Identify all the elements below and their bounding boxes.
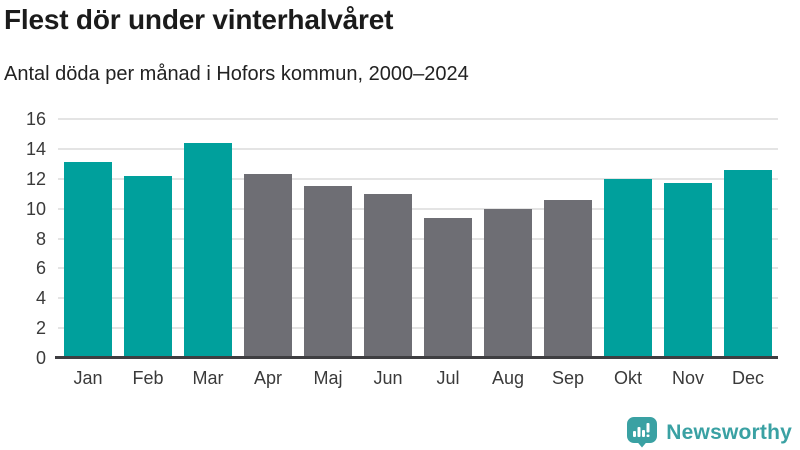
x-tick-label-aug: Aug xyxy=(491,368,525,388)
newsworthy-logo-icon xyxy=(627,417,658,448)
bar-apr xyxy=(244,174,292,358)
bar-feb xyxy=(124,175,172,358)
bar-sep xyxy=(544,199,592,358)
bar-jul xyxy=(424,217,472,358)
bar-mar xyxy=(184,142,232,358)
y-tick-label-14: 14 xyxy=(25,138,46,159)
chart-subtitle: Antal döda per månad i Hofors kommun, 20… xyxy=(4,63,469,85)
y-tick-label-12: 12 xyxy=(25,168,46,189)
gridline-14 xyxy=(58,147,778,150)
y-tick-label-6: 6 xyxy=(35,258,46,279)
brand-text: Newsworthy xyxy=(666,420,792,444)
y-tick-label-10: 10 xyxy=(25,198,46,219)
gridline-6 xyxy=(58,267,778,270)
bar-dec xyxy=(724,169,772,358)
y-tick-label-2: 2 xyxy=(35,318,46,339)
y-tick-label-16: 16 xyxy=(25,109,46,129)
x-tick-label-sep: Sep xyxy=(551,368,585,388)
bar-okt xyxy=(604,178,652,358)
x-tick-label-maj: Maj xyxy=(313,368,343,388)
gridline-16 xyxy=(58,118,778,120)
x-tick-label-jan: Jan xyxy=(73,368,103,388)
x-axis-line xyxy=(55,356,778,359)
y-tick-label-0: 0 xyxy=(35,348,46,368)
bar-nov xyxy=(664,183,712,358)
bar-chart: 0 2 4 6 8 10 12 14 16 xyxy=(0,109,800,368)
x-tick-label-feb: Feb xyxy=(132,368,164,388)
gridline-10 xyxy=(58,207,778,210)
x-tick-label-mar: Mar xyxy=(192,368,224,388)
page-title: Flest dör under vinterhalvåret xyxy=(4,4,394,35)
bar-jun xyxy=(364,193,412,358)
plot-area xyxy=(58,118,778,358)
gridline-12 xyxy=(58,177,778,180)
gridline-4 xyxy=(58,297,778,300)
y-tick-label-8: 8 xyxy=(35,228,46,249)
x-tick-label-nov: Nov xyxy=(671,368,704,388)
bar-aug xyxy=(484,208,532,358)
gridline-8 xyxy=(58,237,778,240)
x-tick-label-apr: Apr xyxy=(253,368,282,388)
x-tick-label-okt: Okt xyxy=(613,368,642,388)
gridline-2 xyxy=(58,327,778,330)
bar-jan xyxy=(64,162,112,358)
x-tick-label-jul: Jul xyxy=(436,368,460,388)
y-tick-label-4: 4 xyxy=(35,288,46,309)
brand-footer: Newsworthy xyxy=(627,417,792,448)
x-tick-label-dec: Dec xyxy=(731,368,764,388)
x-tick-label-jun: Jun xyxy=(373,368,403,388)
bar-maj xyxy=(304,186,352,358)
x-axis-labels: Jan Feb Mar Apr Maj Jun Jul Aug Sep Okt Nov Dec xyxy=(58,368,778,389)
